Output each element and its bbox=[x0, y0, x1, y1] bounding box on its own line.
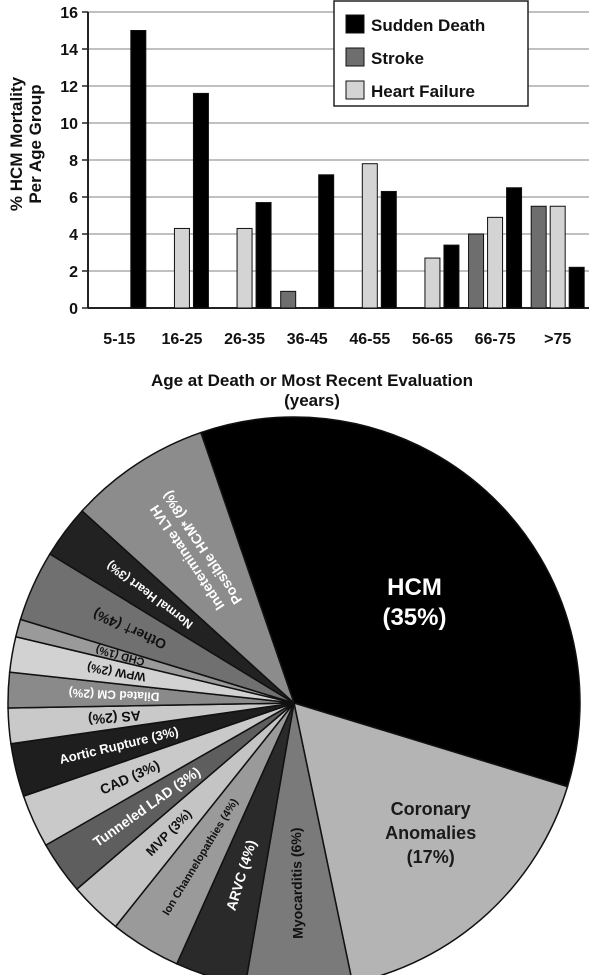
y-tick-label: 6 bbox=[69, 190, 78, 207]
x-axis-title: Age at Death or Most Recent Evaluation bbox=[151, 371, 473, 390]
x-tick-label: 66-75 bbox=[475, 331, 516, 348]
pie-label: Coronary bbox=[391, 799, 471, 819]
pie-label: (35%) bbox=[382, 604, 446, 631]
legend-box bbox=[333, 0, 529, 107]
pie-slice bbox=[199, 416, 581, 788]
bar-heart-failure bbox=[424, 257, 441, 309]
pie-slice bbox=[293, 701, 569, 975]
bar-stroke bbox=[530, 205, 547, 309]
y-tick-label: 4 bbox=[69, 227, 78, 244]
bar-sudden-death bbox=[568, 266, 585, 309]
y-tick-label: 2 bbox=[69, 264, 78, 281]
bar-sudden-death bbox=[380, 190, 397, 309]
pie-slice bbox=[246, 702, 352, 975]
y-tick-label: 14 bbox=[60, 42, 78, 59]
pie-chart: HCM (35%) Coronary Anomalies (17%) Myocarditi… bbox=[7, 416, 581, 975]
pie-label: HCM bbox=[387, 574, 442, 601]
bar-heart-failure bbox=[236, 227, 253, 309]
legend-label: Stroke bbox=[371, 49, 424, 68]
bar-stroke bbox=[468, 233, 485, 309]
bar-sudden-death bbox=[130, 30, 147, 309]
bar-sudden-death bbox=[192, 92, 209, 309]
legend-swatch bbox=[345, 14, 365, 34]
pie-label: Dilated CM (2%) bbox=[68, 686, 159, 704]
legend-swatch bbox=[345, 47, 365, 67]
bar-chart: 0 2 4 6 8 10 12 14 16 % HCM Mortality Per Age Grou… bbox=[7, 0, 589, 410]
bar-sudden-death bbox=[255, 202, 272, 309]
y-tick-label: 0 bbox=[69, 301, 78, 318]
y-tick-label: 12 bbox=[60, 79, 78, 96]
pie-label: AS (2%) bbox=[87, 708, 141, 728]
pie-label: Anomalies bbox=[385, 823, 476, 843]
legend-swatch bbox=[345, 80, 365, 100]
y-axis-title: % HCM Mortality bbox=[7, 76, 26, 211]
x-tick-label: 5-15 bbox=[103, 331, 135, 348]
x-axis-title: (years) bbox=[284, 391, 340, 410]
legend-label: Sudden Death bbox=[371, 16, 485, 35]
x-tick-label: 46-55 bbox=[349, 331, 390, 348]
bar-heart-failure bbox=[487, 216, 504, 309]
bar-sudden-death bbox=[443, 244, 460, 309]
pie-slice bbox=[81, 431, 295, 704]
x-tick-label: 56-65 bbox=[412, 331, 453, 348]
pie-label: (17%) bbox=[407, 847, 455, 867]
bar-heart-failure bbox=[173, 227, 190, 309]
bar-sudden-death bbox=[318, 174, 335, 309]
x-tick-label: 36-45 bbox=[287, 331, 328, 348]
y-axis-title: Per Age Group bbox=[26, 84, 45, 203]
y-tick-label: 10 bbox=[60, 116, 78, 133]
bar-stroke bbox=[280, 290, 297, 309]
bar-heart-failure bbox=[361, 163, 378, 309]
legend-label: Heart Failure bbox=[371, 82, 475, 101]
x-tick-label: 16-25 bbox=[161, 331, 202, 348]
bar-sudden-death bbox=[506, 187, 523, 309]
y-tick-label: 16 bbox=[60, 5, 78, 22]
bar-heart-failure bbox=[549, 205, 566, 309]
y-tick-label: 8 bbox=[69, 153, 78, 170]
x-tick-label: 26-35 bbox=[224, 331, 265, 348]
x-tick-label: >75 bbox=[544, 331, 571, 348]
pie-label: Myocarditis (6%) bbox=[288, 827, 306, 939]
